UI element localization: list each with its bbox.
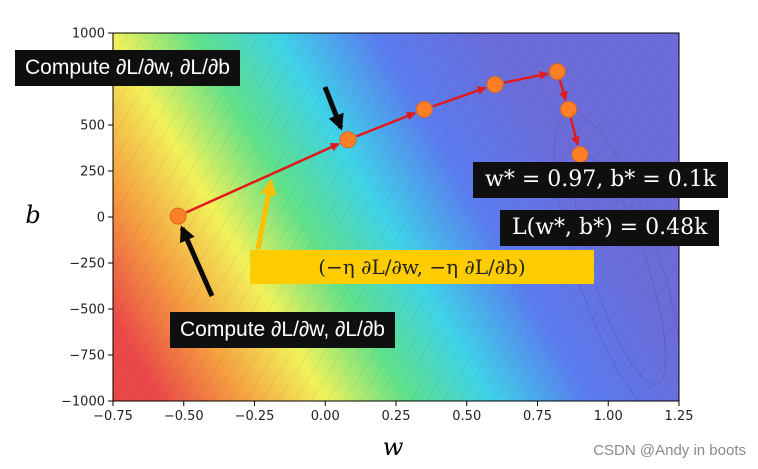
x-tick-label: 0.50 [452,409,481,424]
y-tick-label: 1000 [72,27,105,42]
y-tick-label: −250 [69,257,105,272]
y-tick-label: 500 [80,119,105,134]
descent-step-arrow [558,79,568,101]
descent-step-arrow [569,117,580,146]
x-axis: −0.75 −0.50 −0.25 0.00 0.25 0.50 0.75 1.00 1.25 [93,401,693,424]
descent-step-arrow [432,86,487,108]
x-tick-label: −0.50 [164,409,204,424]
y-tick-label: 250 [80,165,105,180]
watermark: CSDN @Andy in boots [593,442,746,459]
step-update-label: (−η ∂L/∂w, −η ∂L/∂b) [250,250,594,284]
descent-point [169,207,187,225]
y-axis-title: b [25,201,40,229]
optimal-params-label: w* = 0.97, b* = 0.1k [473,162,729,198]
x-tick-label: −0.25 [235,409,275,424]
descent-point [415,100,433,118]
y-tick-label: −500 [69,303,105,318]
descent-step-arrow [503,70,549,84]
descent-point [486,76,504,94]
x-tick-label: 0.00 [311,409,340,424]
descent-step-arrow [185,142,340,214]
descent-step-arrow [355,111,416,138]
optimal-loss-label: L(w*, b*) = 0.48k [500,210,720,246]
y-tick-label: −1000 [61,395,105,410]
x-tick-label: −0.75 [93,409,133,424]
y-tick-label: −750 [69,349,105,364]
top-label-arrow [322,86,344,131]
annotation-arrows [179,86,344,298]
descent-points [169,63,589,225]
descent-point [339,131,357,149]
descent-point [571,145,589,163]
descent-point [560,100,578,118]
compute-gradient-top-label: Compute ∂L/∂w, ∂L/∂b [15,50,240,86]
x-tick-label: 0.75 [523,409,552,424]
x-axis-title: w [383,433,404,461]
x-tick-label: 1.00 [594,409,623,424]
compute-gradient-bottom-label: Compute ∂L/∂w, ∂L/∂b [170,312,395,348]
step-label-arrow [255,178,277,250]
x-tick-label: 0.25 [382,409,411,424]
y-tick-label: 0 [97,211,105,226]
descent-point [548,63,566,81]
x-tick-label: 1.25 [665,409,694,424]
bottom-label-arrow [179,225,215,298]
descent-arrows [185,70,580,214]
